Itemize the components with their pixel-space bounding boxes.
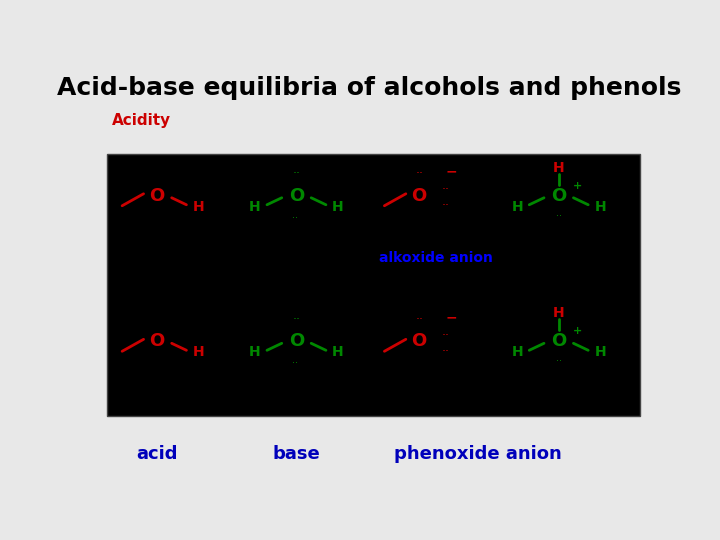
Text: H: H bbox=[511, 345, 523, 359]
Text: ··: ·· bbox=[292, 358, 298, 368]
Text: ··: ·· bbox=[415, 167, 423, 180]
Text: ··: ·· bbox=[556, 356, 562, 366]
Text: O: O bbox=[149, 187, 165, 205]
Text: O: O bbox=[289, 332, 304, 350]
Text: ··: ·· bbox=[442, 199, 450, 212]
Text: H: H bbox=[595, 200, 606, 214]
Text: +: + bbox=[573, 181, 582, 191]
Text: O: O bbox=[149, 332, 165, 350]
Text: H: H bbox=[332, 200, 343, 214]
Text: O: O bbox=[551, 187, 567, 205]
Text: ··: ·· bbox=[556, 211, 562, 221]
Text: H: H bbox=[553, 306, 564, 320]
Text: −: − bbox=[446, 165, 457, 179]
Text: H: H bbox=[193, 345, 204, 359]
Text: O: O bbox=[289, 187, 304, 205]
Text: H: H bbox=[249, 200, 261, 214]
Bar bbox=[107, 154, 639, 416]
Text: O: O bbox=[551, 332, 567, 350]
Text: ··: ·· bbox=[292, 313, 300, 326]
Text: ··: ·· bbox=[442, 345, 450, 358]
Text: Acid-base equilibria of alcohols and phenols: Acid-base equilibria of alcohols and phe… bbox=[57, 76, 681, 100]
Text: H: H bbox=[553, 161, 564, 175]
Text: base: base bbox=[273, 444, 320, 463]
Text: H: H bbox=[332, 345, 343, 359]
Text: H: H bbox=[249, 345, 261, 359]
Text: Acidity: Acidity bbox=[112, 113, 171, 129]
Text: −: − bbox=[446, 310, 457, 325]
Text: ··: ·· bbox=[292, 213, 298, 222]
Text: H: H bbox=[193, 200, 204, 214]
Text: +: + bbox=[573, 326, 582, 336]
Text: ··: ·· bbox=[442, 329, 450, 342]
Text: phenoxide anion: phenoxide anion bbox=[394, 444, 562, 463]
Text: O: O bbox=[412, 187, 427, 205]
Text: ··: ·· bbox=[292, 167, 300, 180]
Text: alkoxide anion: alkoxide anion bbox=[379, 251, 493, 265]
Text: H: H bbox=[511, 200, 523, 214]
Text: O: O bbox=[412, 332, 427, 350]
Text: H: H bbox=[595, 345, 606, 359]
Text: acid: acid bbox=[136, 444, 178, 463]
Text: ··: ·· bbox=[442, 183, 450, 196]
Text: ··: ·· bbox=[415, 313, 423, 326]
